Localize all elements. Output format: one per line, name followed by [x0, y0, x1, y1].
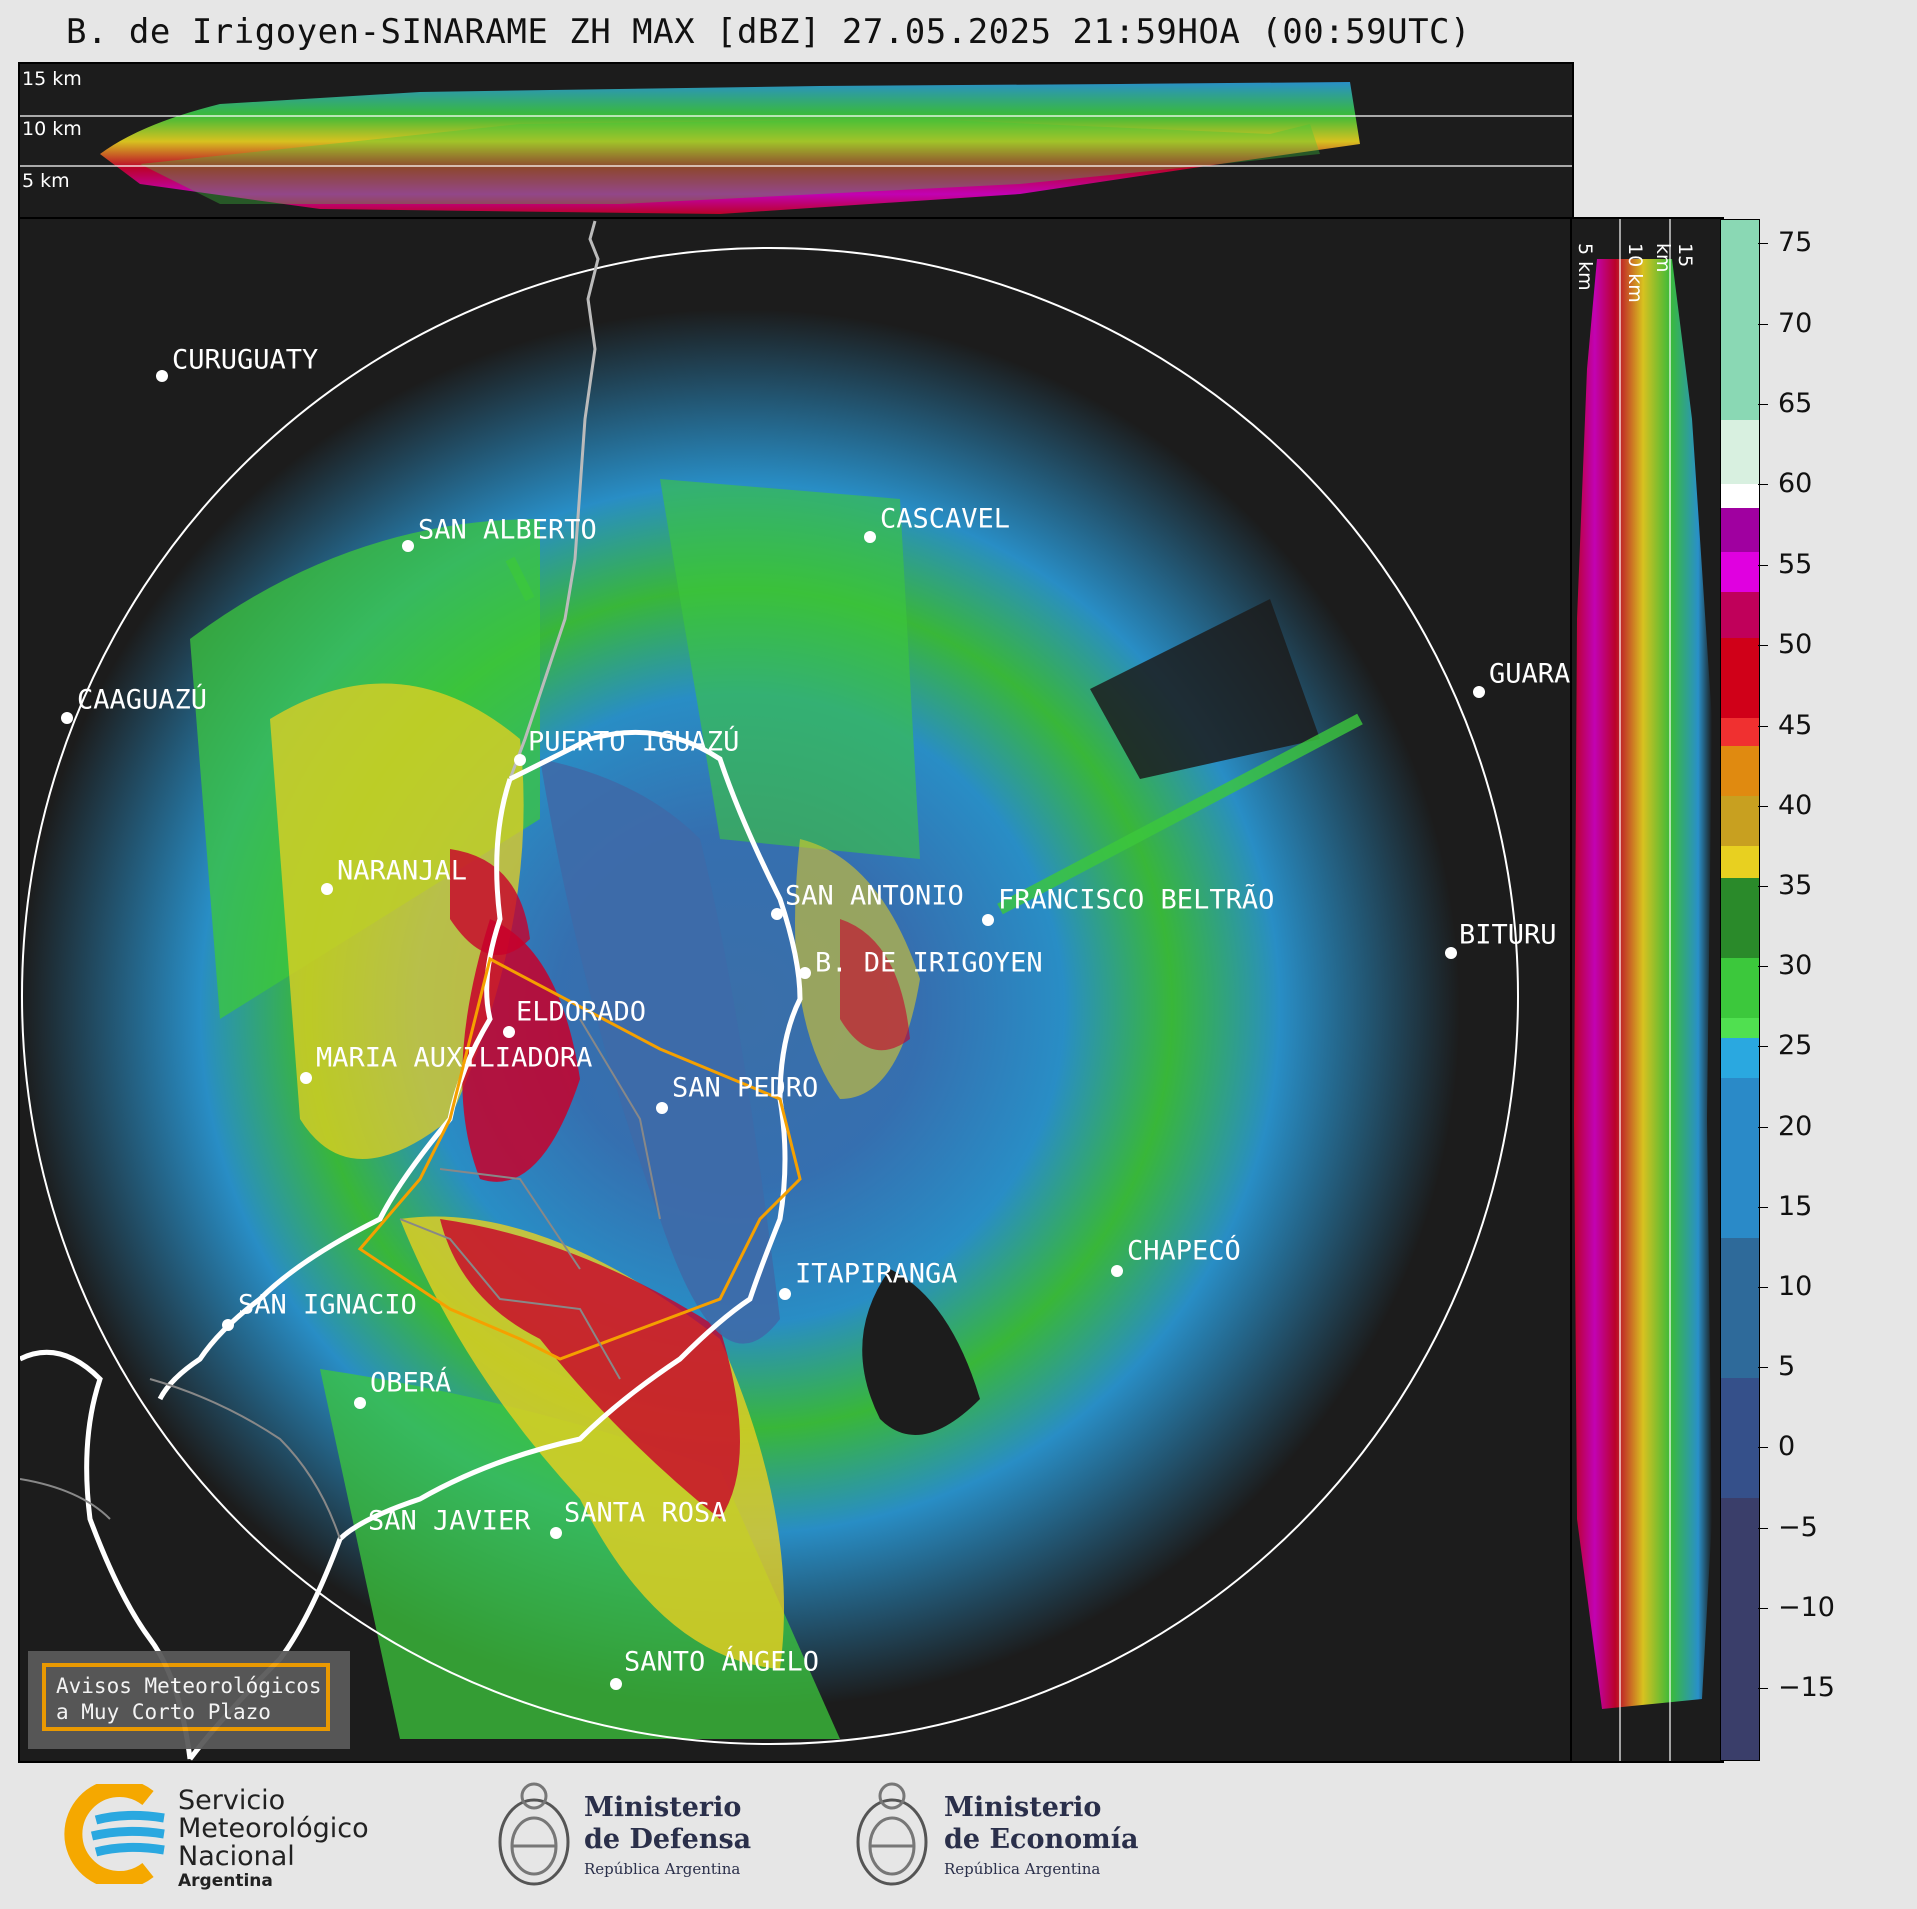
north-south-profile-panel: 15 km 10 km 5 km — [18, 62, 1574, 219]
tick-label: −10 — [1778, 1592, 1835, 1623]
tick-label: −5 — [1778, 1512, 1818, 1543]
city-label: BITURU — [1459, 919, 1557, 951]
city-dot — [300, 1072, 312, 1084]
radar-site-dot — [799, 967, 811, 979]
tick-label: 60 — [1778, 468, 1813, 499]
city-label: SAN IGNACIO — [238, 1289, 417, 1321]
city-label: NARANJAL — [337, 855, 468, 887]
tick-label: 25 — [1778, 1030, 1813, 1061]
alert-legend: Avisos Meteorológicos a Muy Corto Plazo — [28, 1651, 350, 1749]
city-label: SAN ANTONIO — [785, 880, 964, 912]
tick-label: 65 — [1778, 388, 1813, 419]
tick-label: 40 — [1778, 790, 1813, 821]
city-dot — [321, 883, 333, 895]
city-label: ELDORADO — [516, 996, 647, 1028]
city-label: OBERÁ — [370, 1367, 452, 1399]
city-dot — [771, 908, 783, 920]
city-label: GUARA — [1489, 658, 1571, 690]
footer-logos: Servicio Meteorológico Nacional Argentin… — [0, 1762, 1917, 1909]
tick-label: 45 — [1778, 710, 1813, 741]
colorbar-ticks: 75 70 65 60 55 50 45 40 35 30 25 20 15 1… — [1758, 0, 1898, 1909]
city-label: SAN PEDRO — [672, 1072, 819, 1104]
tick-label: 70 — [1778, 308, 1813, 339]
city-dot — [550, 1527, 562, 1539]
colorbar-ramp — [1721, 220, 1759, 1760]
tick-label: 20 — [1778, 1111, 1813, 1142]
city-dot — [61, 712, 73, 724]
side-altitude-5km: 5 km — [1574, 243, 1596, 291]
east-west-profile-panel: 5 km 10 km 15 km — [1570, 217, 1724, 1763]
dbz-colorbar — [1720, 219, 1760, 1761]
alert-legend-frame: Avisos Meteorológicos a Muy Corto Plazo — [42, 1663, 330, 1731]
alert-legend-line2: a Muy Corto Plazo — [56, 1700, 271, 1724]
tick-label: 55 — [1778, 549, 1813, 580]
tick-label: 10 — [1778, 1271, 1813, 1302]
tick-label: 75 — [1778, 227, 1813, 258]
tick-label: 15 — [1778, 1191, 1813, 1222]
city-label: CAAGUAZÚ — [77, 684, 208, 716]
defensa-line2: de Defensa — [584, 1824, 752, 1855]
city-label: CHAPECÓ — [1127, 1235, 1241, 1267]
tick-label: 0 — [1778, 1431, 1796, 1462]
profile-echoes — [20, 82, 1572, 214]
defensa-line1: Ministerio — [584, 1792, 742, 1823]
defensa-seal-icon — [498, 1782, 570, 1886]
tick-label: 50 — [1778, 629, 1813, 660]
tick-label: 35 — [1778, 870, 1813, 901]
economia-line3: República Argentina — [944, 1860, 1101, 1878]
city-dot — [982, 914, 994, 926]
tick-label: 30 — [1778, 950, 1813, 981]
city-dot — [610, 1678, 622, 1690]
city-label: SANTA ROSA — [564, 1497, 727, 1529]
city-dot — [514, 754, 526, 766]
page-title: B. de Irigoyen-SINARAME ZH MAX [dBZ] 27.… — [66, 12, 1471, 52]
tick-label: 5 — [1778, 1351, 1796, 1382]
defensa-line3: República Argentina — [584, 1860, 741, 1878]
side-profile-echoes — [1574, 219, 1712, 1761]
smn-line3: Nacional — [178, 1841, 295, 1872]
city-dot — [864, 531, 876, 543]
city-dot — [503, 1026, 515, 1038]
city-dot — [222, 1319, 234, 1331]
smn-line1: Servicio — [178, 1785, 286, 1816]
city-dot — [354, 1397, 366, 1409]
radar-map-panel: CURUGUATY SAN ALBERTO CASCAVEL CAAGUAZÚ … — [18, 217, 1574, 1763]
city-dot — [156, 370, 168, 382]
side-altitude-15km: 15 km — [1652, 243, 1696, 273]
city-label: CURUGUATY — [172, 344, 319, 376]
altitude-label-15km: 15 km — [22, 68, 82, 90]
city-dot — [1473, 686, 1485, 698]
economia-seal-icon — [856, 1782, 928, 1886]
radar-echo-layer — [20, 220, 1519, 1761]
city-label: FRANCISCO BELTRÃO — [998, 884, 1275, 916]
city-label: SANTO ÁNGELO — [624, 1646, 820, 1678]
altitude-label-5km: 5 km — [22, 170, 70, 192]
side-altitude-10km: 10 km — [1624, 243, 1646, 303]
altitude-label-10km: 10 km — [22, 118, 82, 140]
economia-line2: de Economía — [944, 1824, 1139, 1855]
city-label: SAN JAVIER — [368, 1505, 531, 1537]
city-label: MARIA AUXILIADORA — [316, 1042, 593, 1074]
smn-logo-icon — [64, 1784, 165, 1884]
city-label: ITAPIRANGA — [795, 1258, 958, 1290]
city-dot — [1111, 1265, 1123, 1277]
city-dot — [1445, 947, 1457, 959]
city-label: CASCAVEL — [880, 503, 1011, 535]
city-label: B. DE IRIGOYEN — [815, 947, 1043, 979]
city-dot — [779, 1288, 791, 1300]
city-dot — [402, 540, 414, 552]
smn-line4: Argentina — [178, 1871, 273, 1891]
economia-line1: Ministerio — [944, 1792, 1102, 1823]
smn-line2: Meteorológico — [178, 1813, 369, 1844]
tick-label: −15 — [1778, 1672, 1835, 1703]
alert-legend-line1: Avisos Meteorológicos — [56, 1674, 322, 1698]
city-label: PUERTO IGUAZÚ — [528, 726, 740, 758]
city-dot — [656, 1102, 668, 1114]
city-label: SAN ALBERTO — [418, 514, 597, 546]
